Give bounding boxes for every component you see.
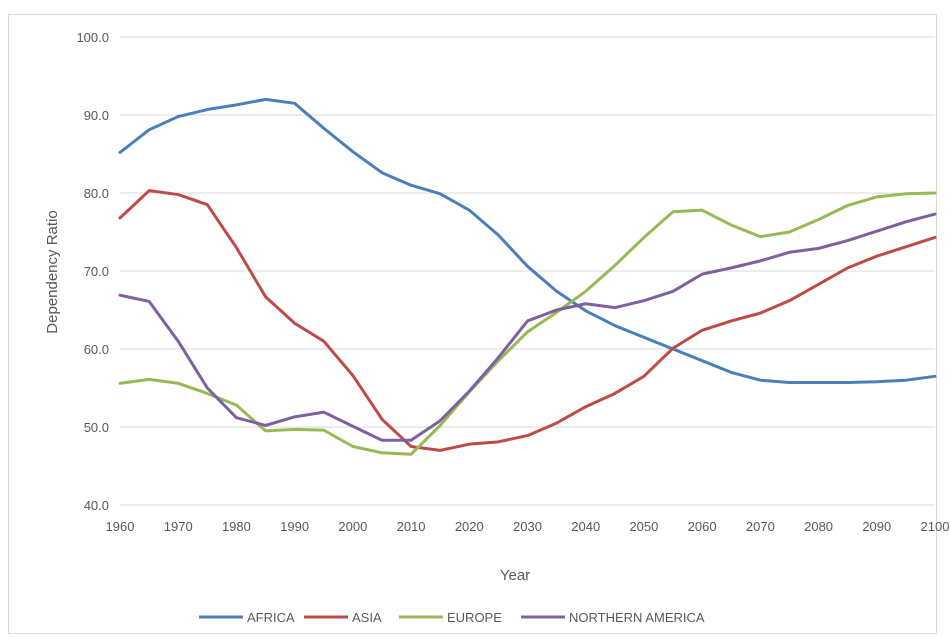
gridlines bbox=[120, 36, 935, 506]
x-tick-label: 2080 bbox=[804, 519, 833, 534]
x-tick-label: 2000 bbox=[338, 519, 367, 534]
x-tick-label: 2040 bbox=[571, 519, 600, 534]
legend-label: ASIA bbox=[352, 610, 382, 625]
x-axis-title: Year bbox=[500, 567, 530, 584]
y-axis-title: Dependency Ratio bbox=[44, 210, 61, 333]
legend-item: AFRICA bbox=[199, 610, 295, 625]
legend-label: NORTHERN AMERICA bbox=[569, 610, 705, 625]
x-tick-label: 2010 bbox=[397, 519, 426, 534]
y-tick-label: 90.0 bbox=[84, 108, 109, 123]
x-axis-ticks: 1960 1970 1980 1990 2000 2010 2020 2030 2040 2050… bbox=[106, 519, 950, 534]
legend-item: NORTHERN AMERICA bbox=[521, 610, 705, 625]
legend-label: AFRICA bbox=[247, 610, 295, 625]
x-tick-label: 2030 bbox=[513, 519, 542, 534]
series-northern-america bbox=[118, 212, 937, 442]
legend-label: EUROPE bbox=[447, 610, 502, 625]
y-tick-label: 40.0 bbox=[84, 498, 109, 513]
x-tick-label: 1990 bbox=[280, 519, 309, 534]
x-tick-label: 2100 bbox=[921, 519, 950, 534]
series-africa bbox=[118, 97, 937, 385]
chart-area bbox=[8, 14, 937, 634]
y-tick-label: 100.0 bbox=[76, 30, 109, 45]
y-tick-label: 60.0 bbox=[84, 342, 109, 357]
series-line bbox=[118, 97, 937, 385]
x-tick-label: 2070 bbox=[746, 519, 775, 534]
y-tick-label: 80.0 bbox=[84, 186, 109, 201]
legend-item: ASIA bbox=[304, 610, 382, 625]
y-tick-label: 70.0 bbox=[84, 264, 109, 279]
x-tick-label: 2020 bbox=[455, 519, 484, 534]
x-tick-label: 1980 bbox=[222, 519, 251, 534]
series-europe bbox=[118, 191, 937, 456]
x-tick-label: 1960 bbox=[106, 519, 135, 534]
series-lines bbox=[118, 97, 937, 456]
series-line bbox=[118, 212, 937, 442]
series-line bbox=[118, 191, 937, 456]
x-tick-label: 1970 bbox=[164, 519, 193, 534]
legend-item: EUROPE bbox=[399, 610, 502, 625]
y-tick-label: 50.0 bbox=[84, 420, 109, 435]
series-asia bbox=[118, 189, 937, 452]
y-axis-ticks: 40.0 50.0 60.0 70.0 80.0 90.0 100.0 bbox=[76, 30, 109, 513]
x-tick-label: 2060 bbox=[688, 519, 717, 534]
x-tick-label: 2050 bbox=[629, 519, 658, 534]
legend: AFRICA ASIA EUROPE NORTHERN AMERICA bbox=[199, 610, 705, 625]
x-tick-label: 2090 bbox=[862, 519, 891, 534]
